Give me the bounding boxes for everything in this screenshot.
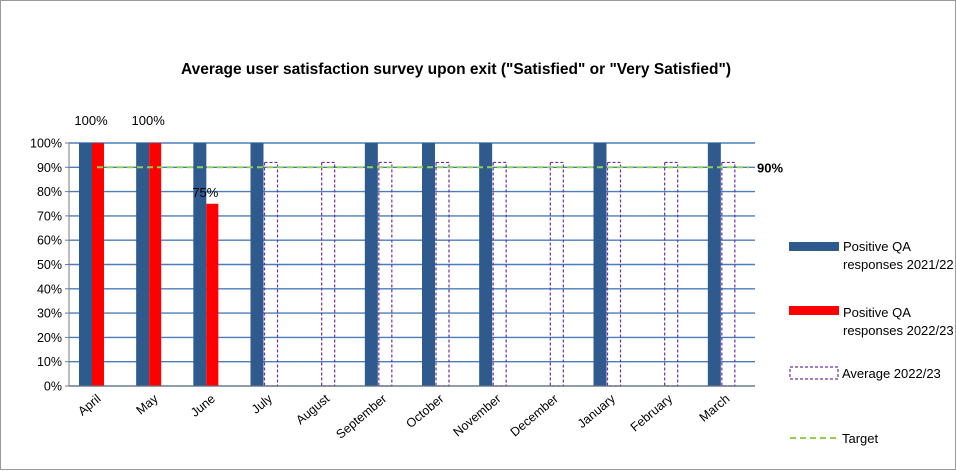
x-axis-ticks: April May June July August September October No… [75,391,732,442]
bar-2021-22 [364,143,378,386]
y-tick-label: 50% [37,258,62,272]
x-tick-label: April [75,392,103,419]
bar-2021-22 [479,143,493,386]
bar-2021-22 [593,143,607,386]
bar-2021-22 [422,143,435,386]
legend-label-2021-22: responses 2021/22 [843,257,954,272]
y-axis-ticks: 0% 10% 20% 30% 40% 50% 60% 70% 80% 90% 100% [30,137,62,394]
y-tick-label: 40% [37,282,62,296]
y-tick-label: 0% [44,380,62,394]
x-tick-label: July [249,391,276,416]
legend-label-2021-22: Positive QA [843,239,911,254]
y-tick-label: 100% [30,137,62,151]
bar-2022-23 [206,203,219,386]
bars [69,143,755,387]
x-tick-label: May [134,391,162,417]
bar-average-2022-23 [549,161,564,387]
y-tick-label: 30% [37,307,62,321]
x-tick-label: August [293,391,332,427]
bar-2021-22 [193,143,207,386]
legend-label-average: Average 2022/23 [842,366,941,381]
x-tick-label: December [508,392,561,440]
legend: Positive QA responses 2021/22 Positive QA r… [789,239,954,446]
x-tick-label: September [333,392,389,442]
data-label: 100% [74,113,108,128]
x-tick-label: June [188,392,218,420]
bar-average-2022-23 [378,161,393,387]
bar-average-2022-23 [664,161,679,387]
bar-average-2022-23 [606,161,622,387]
y-tick-label: 60% [37,234,62,248]
data-label: 75% [192,185,218,200]
bar-2021-22 [250,143,264,386]
x-tick-label: January [575,391,619,431]
target-label: 90% [757,160,783,175]
data-labels: 90% 100% 100% 75% [74,113,783,200]
bar-average-2022-23 [721,161,736,387]
x-tick-label: November [451,392,504,440]
chart-title: Average user satisfaction survey upon ex… [181,61,731,78]
bar-average-2022-23 [492,161,507,387]
y-tick-label: 10% [37,355,62,369]
x-tick-label: February [628,391,676,434]
bar-average-2022-23 [263,161,279,387]
legend-label-2022-23: responses 2022/23 [843,323,954,338]
legend-label-2022-23: Positive QA [843,305,911,320]
legend-swatch-2021-22 [789,242,839,251]
y-tick-label: 80% [37,185,62,199]
x-tick-label: March [697,392,733,425]
legend-swatch-2022-23 [789,306,839,315]
bar-2022-23 [149,143,162,386]
bar-2021-22 [136,143,150,386]
legend-swatch-average [789,366,839,380]
legend-label-target: Target [842,431,879,446]
x-tick-label: October [403,392,446,431]
bar-2021-22 [707,143,721,386]
y-tick-label: 20% [37,331,62,345]
bar-2022-23 [92,143,104,386]
bar-average-2022-23 [321,161,336,387]
bar-2021-22 [79,143,92,386]
data-label: 100% [132,113,166,128]
y-tick-label: 90% [37,161,62,175]
grid-lines [65,142,755,387]
bar-average-2022-23 [435,161,450,387]
y-tick-label: 70% [37,209,62,223]
